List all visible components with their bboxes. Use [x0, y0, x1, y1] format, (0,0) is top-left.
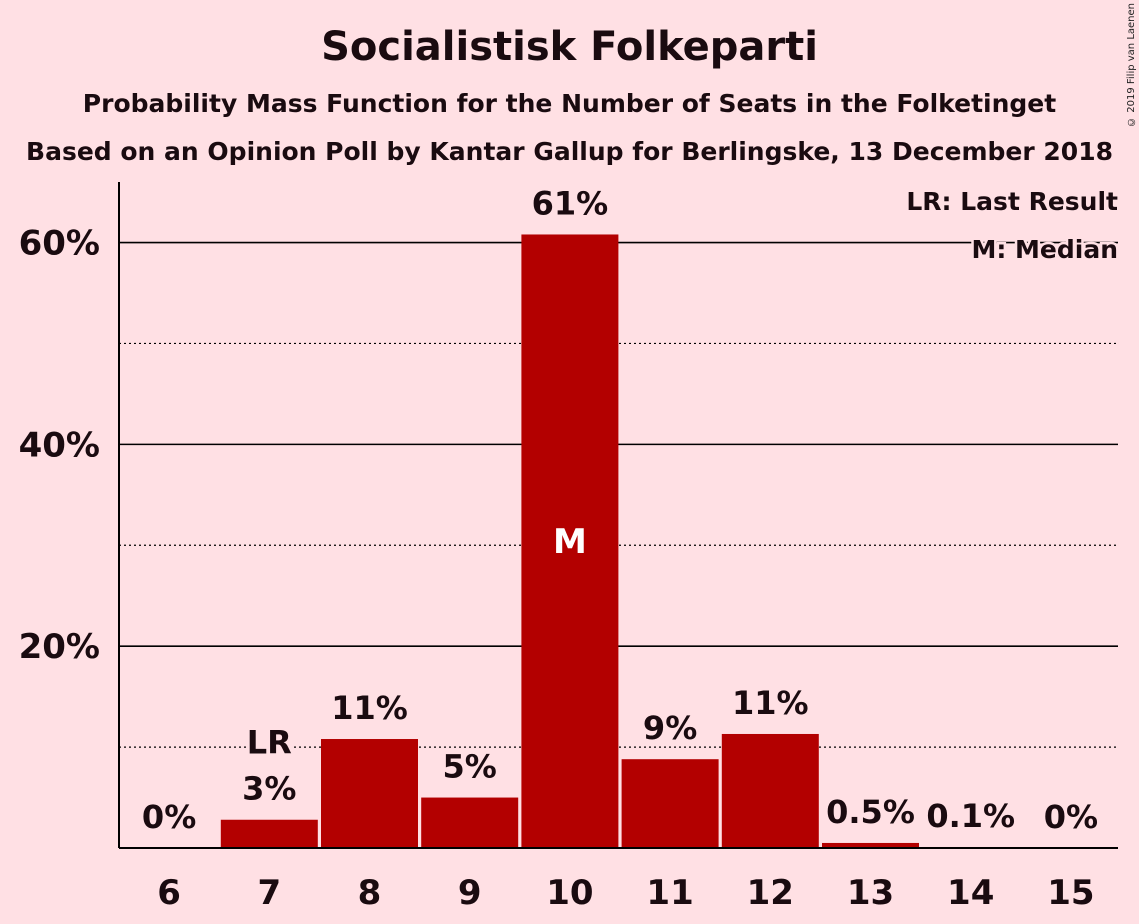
y-tick-label: 60% [19, 224, 100, 264]
x-tick-label: 7 [257, 873, 281, 913]
x-tick-label: 13 [847, 873, 894, 913]
data-label: 61% [532, 184, 609, 222]
x-tick-label: 14 [947, 873, 994, 913]
legend-entry: M: Median [971, 235, 1118, 264]
legend-entry: LR: Last Result [906, 187, 1118, 216]
chart-title: Socialistisk Folkeparti [321, 24, 818, 70]
data-label: 11% [732, 684, 809, 722]
chart-subtitle-source: Based on an Opinion Poll by Kantar Gallu… [26, 137, 1113, 166]
data-label: 3% [242, 770, 296, 808]
data-label: 0.1% [926, 797, 1015, 835]
bar-seat-7 [220, 819, 318, 848]
data-label: 0% [1044, 798, 1098, 836]
data-label: 0.5% [826, 793, 915, 831]
y-tick-label: 20% [19, 627, 100, 667]
x-tick-label: 6 [157, 873, 181, 913]
bar-seat-8 [321, 739, 418, 848]
data-label: 0% [142, 798, 196, 836]
x-tick-label: 10 [546, 873, 593, 913]
x-tick-label: 12 [747, 873, 794, 913]
bar-seat-10 [521, 234, 619, 849]
x-tick-label: 9 [458, 873, 482, 913]
data-label: 5% [443, 748, 497, 786]
median-marker: M [553, 522, 587, 562]
bar-seat-9 [421, 797, 519, 848]
x-tick-label: 11 [646, 873, 693, 913]
last-result-marker: LR [247, 724, 292, 762]
bar-seat-13 [822, 842, 919, 848]
chart-subtitle: Probability Mass Function for the Number… [82, 89, 1057, 118]
x-tick-label: 8 [358, 873, 382, 913]
data-label: 9% [643, 709, 697, 747]
bar-seat-11 [621, 759, 719, 848]
bar-seat-12 [721, 733, 819, 848]
data-label: 11% [331, 689, 408, 727]
x-tick-label: 15 [1047, 873, 1094, 913]
y-tick-label: 40% [19, 425, 100, 465]
